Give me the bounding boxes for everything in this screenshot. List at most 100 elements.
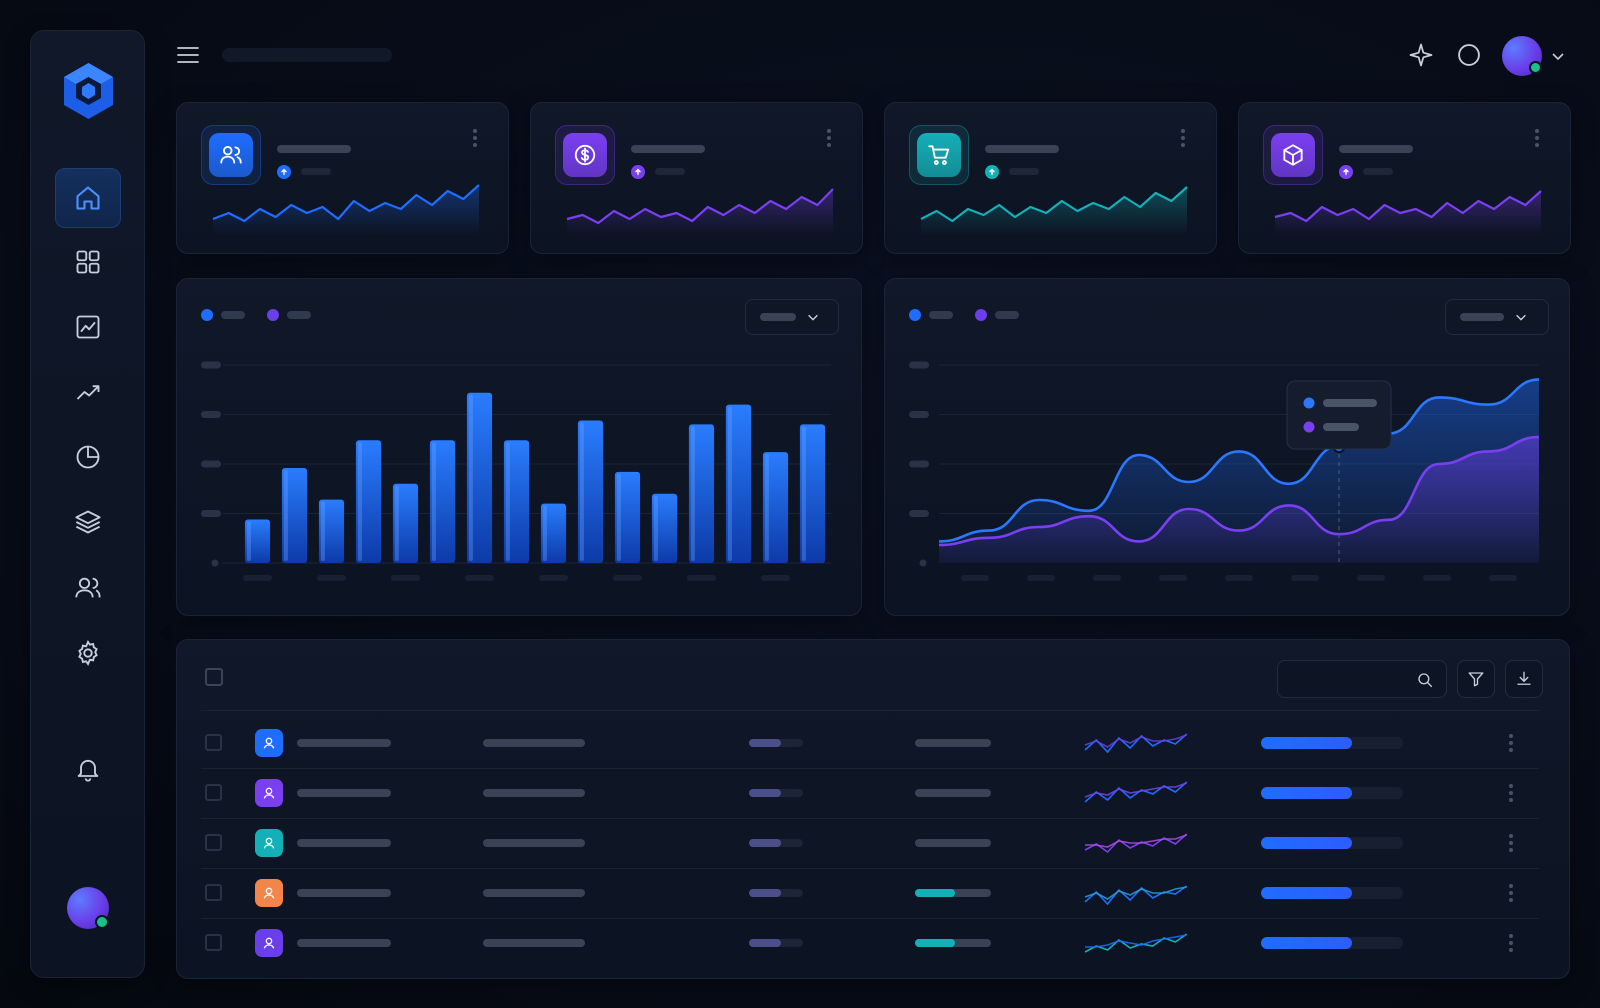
bar[interactable] — [355, 440, 382, 563]
bar[interactable] — [281, 467, 308, 563]
row-sparkline — [1084, 733, 1188, 754]
row-menu-button[interactable] — [1503, 832, 1519, 854]
row-tag-fill — [749, 739, 781, 747]
card-menu-button[interactable] — [1175, 127, 1191, 149]
y-tick-label — [201, 460, 221, 468]
stat-subtitle — [301, 168, 331, 175]
nav-analytics[interactable] — [55, 297, 121, 357]
x-tick-label — [1225, 575, 1253, 581]
row-checkbox[interactable] — [205, 834, 222, 851]
bar[interactable] — [725, 404, 752, 563]
card-menu-button[interactable] — [1529, 127, 1545, 149]
bar[interactable] — [429, 440, 456, 563]
card-menu-button[interactable] — [821, 127, 837, 149]
row-checkbox[interactable] — [205, 734, 222, 751]
hamburger-icon[interactable] — [176, 44, 200, 66]
nav-settings[interactable] — [55, 623, 121, 683]
stat-sparkline — [566, 188, 834, 235]
filter-button[interactable] — [1457, 660, 1495, 698]
circle-icon[interactable] — [1455, 41, 1483, 69]
nav-grid[interactable] — [55, 232, 121, 292]
stat-card[interactable] — [530, 102, 863, 254]
bar-highlight — [727, 406, 732, 561]
bar-highlight — [246, 521, 251, 561]
table-row[interactable] — [201, 918, 1541, 968]
x-tick-label — [1027, 575, 1055, 581]
table-row[interactable] — [201, 868, 1541, 918]
nav-users[interactable] — [55, 558, 121, 618]
row-progress-fill — [1261, 787, 1352, 799]
card-menu-button[interactable] — [467, 127, 483, 149]
x-tick-label — [961, 575, 989, 581]
x-tick-label — [316, 575, 347, 581]
bar[interactable] — [392, 483, 419, 563]
table-row[interactable] — [201, 818, 1541, 868]
stat-title — [1339, 145, 1413, 153]
row-checkbox[interactable] — [205, 784, 222, 801]
x-tick-label — [1093, 575, 1121, 581]
nav-home[interactable] — [55, 168, 121, 228]
bar[interactable] — [244, 519, 271, 563]
user-badge-icon — [263, 737, 275, 749]
bar[interactable] — [466, 392, 493, 563]
nav-trends[interactable] — [55, 362, 121, 422]
bar[interactable] — [688, 424, 715, 563]
bar[interactable] — [651, 493, 678, 563]
y-tick-label — [909, 361, 929, 369]
trend-up-icon — [1339, 165, 1353, 179]
x-tick-label — [464, 575, 495, 581]
bar[interactable] — [577, 420, 604, 563]
stat-card[interactable] — [1238, 102, 1571, 254]
bar[interactable] — [540, 503, 567, 563]
area-chart-period-dropdown[interactable] — [1445, 299, 1549, 335]
row-checkbox[interactable] — [205, 884, 222, 901]
sparkle-icon[interactable] — [1407, 41, 1435, 69]
hexagon-logo-icon[interactable] — [61, 61, 116, 121]
table-row[interactable] — [201, 768, 1541, 818]
bar[interactable] — [318, 499, 345, 563]
row-menu-button[interactable] — [1503, 932, 1519, 954]
x-tick-label — [242, 575, 273, 581]
home-icon — [76, 186, 100, 210]
bar[interactable] — [799, 424, 826, 563]
bar[interactable] — [503, 440, 530, 563]
select-all-checkbox[interactable] — [205, 668, 223, 686]
stat-sparkline — [920, 186, 1188, 235]
row-checkbox[interactable] — [205, 934, 222, 951]
dollar-icon — [574, 144, 596, 166]
chevron-down-icon[interactable] — [1550, 48, 1566, 64]
download-button[interactable] — [1505, 660, 1543, 698]
table-row[interactable] — [201, 718, 1541, 768]
bar-highlight — [357, 442, 362, 561]
bar[interactable] — [614, 471, 641, 563]
row-tag-fill — [749, 839, 781, 847]
series-b-line[interactable] — [938, 435, 1540, 547]
y-tick-label — [211, 559, 219, 567]
row-sparkline — [1084, 833, 1188, 854]
row-sparkline — [1084, 933, 1188, 953]
series-a-line[interactable] — [938, 378, 1540, 543]
row-menu-button[interactable] — [1503, 732, 1519, 754]
row-menu-button[interactable] — [1503, 882, 1519, 904]
notifications-button[interactable] — [55, 739, 121, 799]
stat-card[interactable] — [176, 102, 509, 254]
nav-reports[interactable] — [55, 427, 121, 487]
series-b-area — [939, 437, 1539, 563]
row-menu-button[interactable] — [1503, 782, 1519, 804]
row-progress-fill — [1261, 837, 1352, 849]
stat-card[interactable] — [884, 102, 1217, 254]
legend-dot — [201, 309, 213, 321]
row-tag-fill — [749, 789, 781, 797]
area-chart-panel — [884, 278, 1570, 616]
header-divider — [201, 710, 1539, 711]
cart-icon — [928, 145, 950, 166]
row-email — [483, 939, 585, 947]
bar-chart-period-dropdown[interactable] — [745, 299, 839, 335]
trend-line-icon — [76, 385, 100, 400]
nav-layers[interactable] — [55, 492, 121, 552]
bar[interactable] — [762, 452, 789, 563]
row-name — [297, 739, 391, 747]
row-progress — [1261, 737, 1403, 749]
table-search-input[interactable] — [1277, 660, 1447, 698]
row-tag-fill — [749, 939, 781, 947]
